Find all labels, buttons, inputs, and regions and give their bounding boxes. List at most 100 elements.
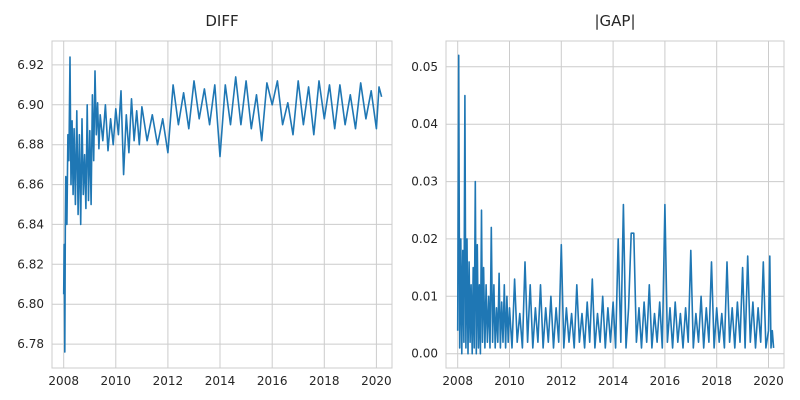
diff-data-point xyxy=(63,293,65,295)
gap-data-point xyxy=(752,301,754,303)
gap-data-point xyxy=(659,301,661,303)
diff-data-point xyxy=(131,98,133,100)
gap-data-point xyxy=(737,301,739,303)
diff-data-point xyxy=(198,118,200,120)
gap-data-point xyxy=(581,313,583,315)
gap-data-point xyxy=(535,307,537,309)
diff-data-point xyxy=(110,118,112,120)
gap-data-point xyxy=(473,347,475,349)
gap-data-point xyxy=(576,284,578,286)
gap-data-point xyxy=(721,313,723,315)
diff-data-point xyxy=(126,114,128,116)
gap-data-point xyxy=(755,347,757,349)
diff-data-point xyxy=(240,124,242,126)
gap-data-point xyxy=(463,341,465,343)
gap-data-point xyxy=(563,347,565,349)
diff-data-point xyxy=(308,86,310,88)
gap-data-point xyxy=(496,307,498,309)
diff-data-point xyxy=(70,184,72,186)
diff-data-point xyxy=(297,80,299,82)
gap-data-point xyxy=(502,341,504,343)
diff-data-point xyxy=(209,124,211,126)
gap-data-point xyxy=(514,278,516,280)
diff-data-point xyxy=(193,80,195,82)
gap-data-point xyxy=(742,267,744,269)
diff-x-tick-label: 2014 xyxy=(205,374,236,388)
diff-data-point xyxy=(350,94,352,96)
diff-y-tick-labels: 6.78 6.80 6.82 6.84 6.86 6.88 6.90 6.92 xyxy=(17,58,44,351)
gap-x-tick-label: 2008 xyxy=(442,374,473,388)
diff-x-tick-label: 2008 xyxy=(48,374,79,388)
diff-data-point xyxy=(204,88,206,90)
diff-data-point xyxy=(67,134,69,136)
diff-data-point xyxy=(152,114,154,116)
gap-data-point xyxy=(480,353,482,355)
gap-x-tick-labels: 2008 2010 2012 2014 2016 2018 2020 xyxy=(442,374,783,388)
diff-data-point xyxy=(355,128,357,130)
diff-data-point xyxy=(139,144,141,146)
gap-data-point xyxy=(628,307,630,309)
diff-data-point xyxy=(214,84,216,86)
gap-data-point xyxy=(672,347,674,349)
gap-data-point xyxy=(698,341,700,343)
gap-data-point xyxy=(687,341,689,343)
diff-data-point xyxy=(251,128,253,130)
gap-data-point xyxy=(494,347,496,349)
diff-y-tick-label: 6.80 xyxy=(17,297,44,311)
gap-data-point xyxy=(477,244,479,246)
diff-data-point xyxy=(376,128,378,130)
gap-data-point xyxy=(504,284,506,286)
gap-x-tick-label: 2016 xyxy=(650,374,681,388)
gap-data-point xyxy=(459,347,461,349)
diff-data-point xyxy=(98,148,100,150)
gap-data-point xyxy=(466,238,468,240)
diff-data-point xyxy=(271,104,273,106)
diff-data-point xyxy=(287,102,289,104)
gap-data-point xyxy=(491,227,493,229)
diff-data-point xyxy=(65,230,67,232)
diff-data-point xyxy=(329,84,331,86)
diff-data-point xyxy=(112,144,114,146)
diff-series xyxy=(62,56,383,353)
diff-data-point xyxy=(133,140,135,142)
diff-data-point xyxy=(360,82,362,84)
gap-data-point xyxy=(734,347,736,349)
diff-data-point xyxy=(162,118,164,120)
diff-data-point xyxy=(81,118,83,120)
gap-data-point xyxy=(545,307,547,309)
gap-x-tick-label: 2012 xyxy=(546,374,577,388)
gap-data-point xyxy=(481,209,483,211)
diff-data-point xyxy=(313,134,315,136)
diff-y-tick-label: 6.88 xyxy=(17,138,44,152)
gap-data-point xyxy=(558,341,560,343)
gap-data-point xyxy=(716,307,718,309)
diff-data-point xyxy=(118,134,120,136)
gap-data-point xyxy=(532,347,534,349)
gap-data-point xyxy=(501,301,503,303)
diff-data-point xyxy=(69,56,71,58)
gap-data-point xyxy=(471,353,473,355)
gap-data-point xyxy=(498,273,500,275)
gap-data-point xyxy=(646,341,648,343)
gap-data-point xyxy=(612,301,614,303)
diff-data-point xyxy=(245,80,247,82)
gap-data-point xyxy=(489,347,491,349)
gap-data-point xyxy=(540,284,542,286)
gap-data-point xyxy=(636,341,638,343)
gap-data-point xyxy=(522,347,524,349)
diff-data-point xyxy=(65,176,67,178)
diff-data-point xyxy=(183,92,185,94)
gap-data-point xyxy=(470,284,472,286)
diff-data-point xyxy=(75,204,77,206)
gap-y-tick-label: 0.02 xyxy=(411,232,438,246)
diff-x-tick-label: 2016 xyxy=(257,374,288,388)
gap-data-point xyxy=(729,341,731,343)
diff-data-point xyxy=(76,110,78,112)
gap-data-point xyxy=(747,255,749,257)
gap-y-tick-label: 0.03 xyxy=(411,175,438,189)
gap-y-tick-labels: 0.00 0.01 0.02 0.03 0.04 0.05 xyxy=(411,60,438,361)
gap-data-point xyxy=(773,347,775,349)
gap-data-point xyxy=(537,341,539,343)
diff-data-point xyxy=(225,84,227,86)
gap-data-point xyxy=(669,307,671,309)
